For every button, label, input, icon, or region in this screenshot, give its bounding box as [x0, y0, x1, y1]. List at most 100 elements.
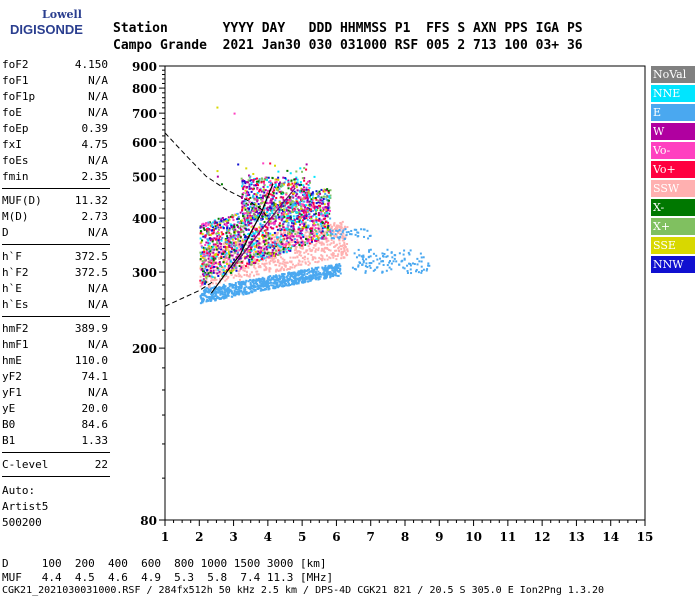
- echo-point: [308, 196, 311, 199]
- echo-point: [412, 262, 415, 265]
- echo-point: [398, 263, 401, 266]
- echo-point: [200, 241, 203, 244]
- echo-point: [341, 252, 344, 255]
- echo-point: [314, 244, 317, 247]
- echo-point: [257, 273, 260, 276]
- echo-point: [313, 213, 316, 216]
- echo-point: [297, 183, 300, 186]
- echo-point: [226, 236, 229, 239]
- echo-point: [375, 254, 378, 257]
- echo-point: [290, 279, 293, 282]
- echo-point: [253, 286, 256, 289]
- echo-point: [319, 197, 322, 200]
- echo-point: [292, 271, 295, 274]
- echo-point: [354, 268, 357, 271]
- echo-point: [307, 200, 310, 203]
- echo-point: [267, 223, 270, 226]
- echo-point: [279, 251, 282, 254]
- echo-point: [237, 281, 240, 284]
- echo-point: [273, 282, 276, 285]
- param-row-md: M(D) 2.73: [2, 210, 108, 226]
- echo-point: [267, 243, 270, 246]
- echo-point: [320, 254, 323, 257]
- echo-point: [380, 260, 383, 263]
- legend-item-e: E: [651, 104, 695, 121]
- echo-point: [315, 198, 318, 201]
- echo-point: [249, 255, 252, 258]
- echo-point: [309, 229, 312, 232]
- echo-point: [265, 267, 268, 270]
- echo-point: [255, 207, 258, 210]
- echo-point: [258, 205, 261, 208]
- footer-distance-row: D 100 200 400 600 800 1000 1500 3000 [km…: [2, 557, 327, 570]
- echo-point: [205, 290, 208, 293]
- echo-point: [364, 270, 367, 273]
- echo-point: [273, 280, 276, 283]
- echo-point: [224, 279, 227, 282]
- echo-point: [335, 258, 338, 261]
- echo-point: [326, 243, 329, 246]
- echo-point: [329, 194, 332, 197]
- echo-point: [234, 244, 237, 247]
- echo-point: [201, 265, 204, 268]
- echo-point: [221, 217, 224, 220]
- echo-point: [415, 270, 418, 273]
- echo-point: [288, 273, 291, 276]
- echo-point: [210, 270, 213, 273]
- echo-point: [335, 243, 338, 246]
- echo-point: [281, 193, 284, 196]
- echo-point: [295, 200, 298, 203]
- echo-point: [235, 284, 238, 287]
- echo-point: [242, 264, 245, 267]
- echo-point: [274, 270, 277, 273]
- echo-point: [310, 217, 313, 220]
- echo-point: [293, 276, 296, 279]
- echo-point: [368, 264, 371, 267]
- echo-point: [288, 243, 291, 246]
- echo-point: [301, 256, 304, 259]
- echo-point: [254, 216, 257, 219]
- legend-item-sse: SSE: [651, 237, 695, 254]
- echo-point: [240, 285, 243, 288]
- echo-point: [263, 207, 266, 210]
- echo-point: [245, 190, 248, 193]
- echo-point: [361, 263, 364, 266]
- echo-point: [292, 184, 295, 187]
- echo-point: [314, 212, 317, 215]
- echo-point: [325, 207, 328, 210]
- echo-point: [227, 264, 230, 267]
- echo-point: [217, 232, 220, 235]
- echo-point: [203, 254, 206, 257]
- echo-point: [268, 215, 271, 218]
- echo-point: [369, 248, 372, 251]
- echo-point: [234, 274, 237, 277]
- echo-point: [255, 184, 258, 187]
- echo-point: [284, 265, 287, 268]
- echo-point: [233, 233, 236, 236]
- echo-point: [299, 196, 302, 199]
- echo-point: [257, 244, 260, 247]
- echo-point: [228, 288, 231, 291]
- echo-point: [220, 220, 223, 223]
- echo-point: [264, 259, 267, 262]
- echo-point: [246, 236, 249, 239]
- echo-point: [275, 225, 278, 228]
- echo-point: [275, 180, 278, 183]
- echo-point: [241, 261, 244, 264]
- echo-point: [253, 258, 256, 261]
- echo-point: [234, 293, 237, 296]
- echo-point: [292, 244, 295, 247]
- echo-point: [284, 280, 287, 283]
- echo-point: [251, 238, 254, 241]
- echo-point: [211, 276, 214, 279]
- echo-point: [344, 245, 347, 248]
- echo-point: [275, 284, 278, 287]
- echo-point: [269, 206, 272, 209]
- echo-point: [321, 249, 324, 252]
- param-label: hmF2: [2, 322, 29, 335]
- echo-point: [282, 214, 285, 217]
- echo-point: [330, 264, 333, 267]
- echo-point: [247, 280, 250, 283]
- echo-point: [278, 187, 281, 190]
- echo-point: [338, 226, 341, 229]
